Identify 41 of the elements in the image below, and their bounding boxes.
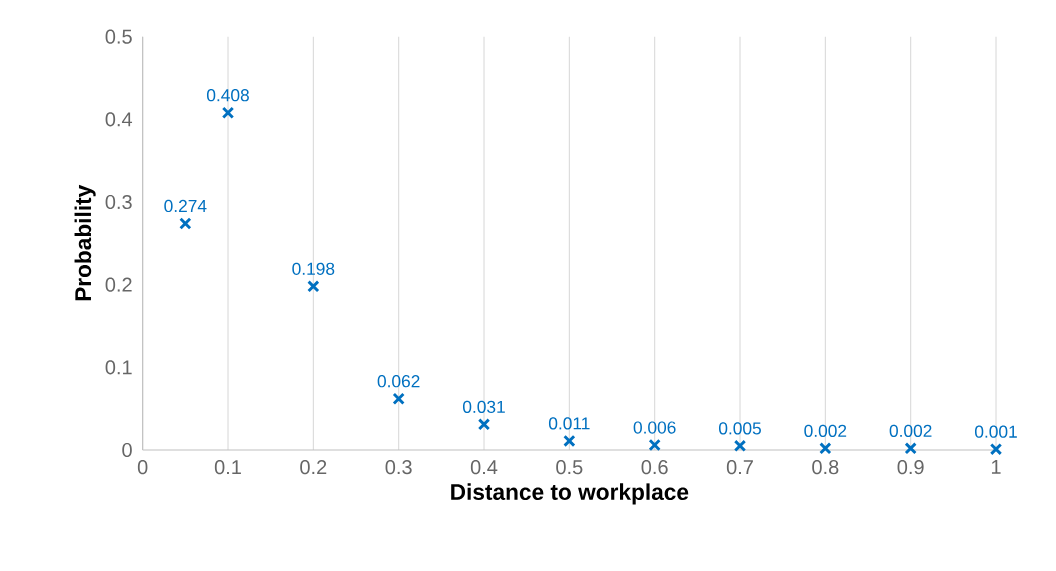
point xyxy=(392,392,405,405)
point xyxy=(819,442,832,455)
point xyxy=(307,280,320,293)
point xyxy=(563,434,576,448)
point xyxy=(989,442,1003,456)
data-label: 0.274 xyxy=(164,199,207,213)
data-label: 0.002 xyxy=(804,424,847,437)
point xyxy=(179,217,192,230)
x-tick-label: 0.1 xyxy=(214,460,241,475)
x-tick-label: 0.5 xyxy=(556,460,583,475)
point xyxy=(221,106,235,119)
x-tick-label: 0.4 xyxy=(470,460,498,475)
point xyxy=(904,442,917,455)
data-label: 0.198 xyxy=(292,262,335,275)
y-tick-label: 0.5 xyxy=(105,29,132,44)
point xyxy=(477,418,491,431)
data-label: 0.062 xyxy=(377,375,420,388)
x-tick-label: 0 xyxy=(137,460,148,475)
x-tick-label: 0.3 xyxy=(385,460,412,475)
data-label: 0.011 xyxy=(548,417,590,430)
data-label: 0.031 xyxy=(462,400,505,413)
data-label: 0.001 xyxy=(974,425,1017,438)
data-label: 0.006 xyxy=(633,421,676,434)
y-axis-title: Probability xyxy=(74,184,96,301)
y-tick-label: 0.1 xyxy=(105,360,132,375)
data-label: 0.002 xyxy=(889,424,932,437)
x-tick-label: 0.6 xyxy=(641,460,668,475)
x-tick-label: 0.2 xyxy=(300,460,327,475)
x-tick-label: 0.7 xyxy=(726,460,753,475)
y-tick-label: 0.2 xyxy=(105,277,132,292)
point xyxy=(648,438,661,452)
y-tick-label: 0.3 xyxy=(105,194,132,210)
x-axis-title: Distance to workplace xyxy=(451,483,689,505)
x-tick-label: 0.8 xyxy=(812,460,839,475)
y-tick-label: 0 xyxy=(122,442,132,458)
x-tick-label: 1 xyxy=(991,460,1001,474)
data-label: 0.005 xyxy=(718,422,761,435)
x-tick-label: 0.9 xyxy=(897,460,924,475)
point xyxy=(733,439,747,453)
y-tick-label: 0.4 xyxy=(105,112,133,127)
data-label: 0.408 xyxy=(206,89,249,102)
